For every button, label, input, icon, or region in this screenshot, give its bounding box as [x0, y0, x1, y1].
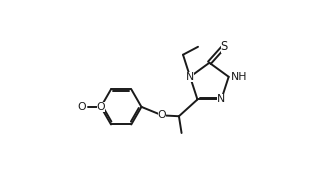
- Text: NH: NH: [231, 72, 247, 82]
- Text: O: O: [158, 110, 166, 120]
- Text: O: O: [96, 102, 105, 112]
- Text: N: N: [217, 94, 225, 104]
- Text: S: S: [221, 39, 228, 52]
- Text: O: O: [77, 102, 86, 112]
- Text: N: N: [186, 72, 194, 82]
